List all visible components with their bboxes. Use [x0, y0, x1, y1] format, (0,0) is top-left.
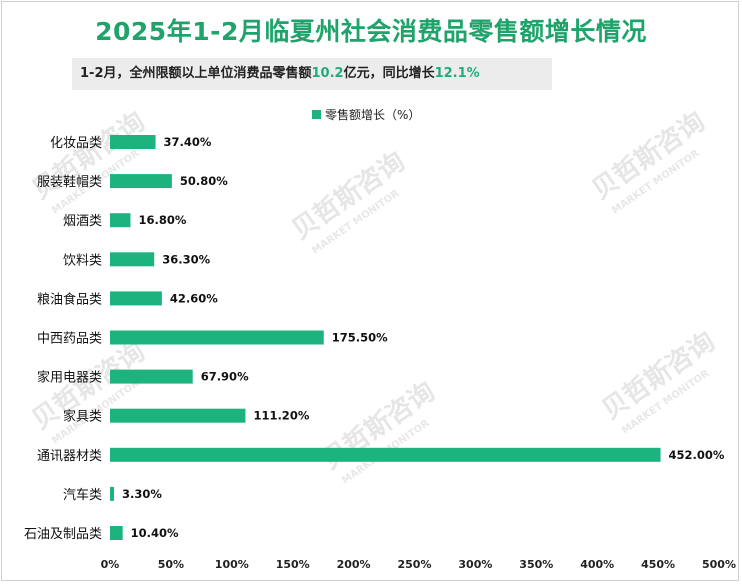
bar-3 [110, 252, 155, 267]
category-labels: 化妆品类服装鞋帽类烟酒类饮料类粮油食品类中西药品类家用电器类家具类通讯器材类汽车… [24, 136, 102, 542]
x-tick-label: 100% [215, 558, 249, 571]
x-tick-label: 300% [458, 558, 492, 571]
x-tick-label: 350% [519, 558, 553, 571]
x-tick-label: 400% [580, 558, 614, 571]
value-label: 3.30% [122, 487, 162, 501]
x-axis-ticks: 0% 50% 100% 150% 200% 250% 300% 350% 400% 450% 500… [101, 558, 736, 571]
summary-growth: 12.1% [434, 66, 480, 81]
category-label: 化妆品类 [50, 136, 102, 151]
bar-5 [110, 330, 324, 345]
bar-2 [110, 213, 131, 228]
x-tick-label: 0% [101, 558, 120, 571]
x-tick-label: 500% [702, 558, 736, 571]
category-label: 家用电器类 [37, 370, 102, 386]
legend: 零售额增长（%） [312, 106, 420, 123]
value-label: 10.40% [131, 526, 179, 540]
value-label: 50.80% [180, 174, 228, 188]
value-label: 452.00% [669, 448, 725, 462]
category-label: 烟酒类 [63, 214, 102, 229]
bars-group [110, 135, 661, 540]
x-tick-label: 450% [641, 558, 675, 571]
legend-swatch [312, 110, 321, 119]
x-tick-label: 50% [158, 558, 184, 571]
category-label: 服装鞋帽类 [37, 174, 102, 190]
category-label: 汽车类 [63, 487, 102, 503]
summary-prefix: 1-2月，全州限额以上单位消费品零售额 [80, 66, 312, 81]
summary-banner: 1-2月，全州限额以上单位消费品零售额10.2亿元，同比增长12.1% [72, 58, 552, 90]
value-label: 36.30% [162, 252, 210, 266]
bar-8 [110, 447, 661, 462]
bar-6 [110, 369, 193, 384]
chart-title: 2025年1-2月临夏州社会消费品零售额增长情况 [95, 17, 647, 46]
x-tick-label: 200% [337, 558, 371, 571]
summary-middle: 亿元，同比增长 [343, 66, 435, 81]
bar-7 [110, 408, 246, 423]
bar-0 [110, 135, 156, 149]
bar-4 [110, 291, 162, 306]
legend-label: 零售额增长（%） [325, 108, 421, 122]
bar-9 [110, 486, 115, 501]
summary-amount: 10.2 [311, 66, 344, 81]
value-label: 16.80% [138, 213, 186, 227]
value-label: 175.50% [332, 331, 388, 345]
category-label: 家具类 [63, 409, 102, 425]
value-labels: 37.40% 50.80% 16.80% 36.30% 42.60% 175.50% 67.… [122, 135, 725, 540]
category-label: 饮料类 [63, 253, 102, 268]
category-label: 粮油食品类 [37, 291, 102, 307]
value-label: 42.60% [170, 291, 218, 305]
category-label: 通讯器材类 [37, 449, 102, 464]
bar-10 [110, 526, 123, 540]
category-label: 中西药品类 [37, 332, 102, 347]
value-label: 37.40% [164, 135, 212, 149]
x-tick-label: 250% [398, 558, 432, 571]
x-tick-label: 150% [276, 558, 310, 571]
value-label: 111.20% [253, 409, 309, 423]
value-label: 67.90% [201, 370, 249, 384]
bar-1 [110, 174, 172, 189]
category-label: 石油及制品类 [24, 527, 102, 542]
